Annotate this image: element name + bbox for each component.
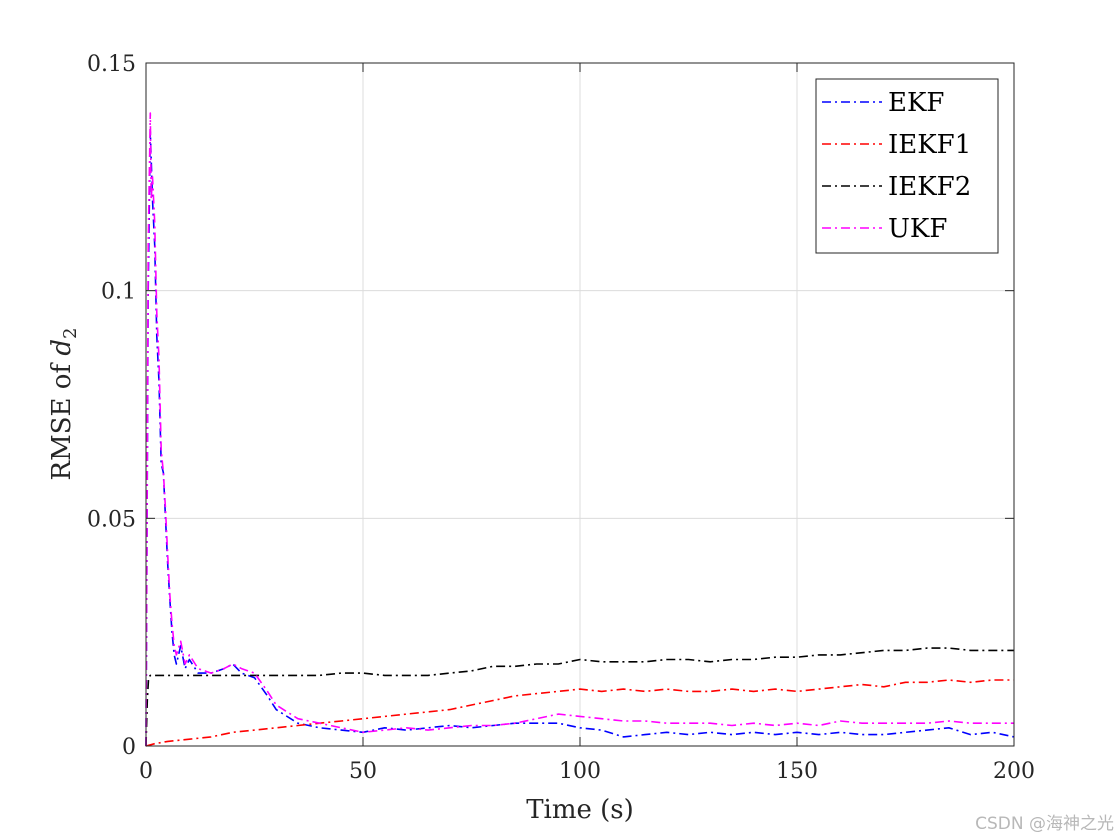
series-line-iekf1 xyxy=(145,679,1014,747)
axis-ticks: 0 50 100 150 200 0 0.05 0.1 0.15 xyxy=(87,52,1035,784)
x-tick-label: 100 xyxy=(559,759,601,784)
legend-label-iekf2: IEKF2 xyxy=(888,172,971,202)
series-lines xyxy=(145,112,1015,747)
y-tick-label: 0.05 xyxy=(87,507,136,532)
y-axis-title-var: d xyxy=(47,339,77,356)
x-axis-title: Time (s) xyxy=(526,795,634,825)
legend: EKF IEKF1 IEKF2 UKF xyxy=(815,78,999,254)
x-tick-label: 0 xyxy=(139,759,153,784)
y-axis-title: RMSE of d2 xyxy=(47,328,81,481)
legend-label-iekf1: IEKF1 xyxy=(888,130,971,160)
x-tick-label: 50 xyxy=(349,759,377,784)
x-tick-label: 150 xyxy=(776,759,818,784)
series-line-iekf2 xyxy=(145,647,1014,747)
legend-box xyxy=(815,78,999,254)
y-tick-label: 0.1 xyxy=(101,280,136,305)
legend-label-ukf: UKF xyxy=(888,214,947,244)
x-tick-label: 200 xyxy=(993,759,1035,784)
y-tick-label: 0 xyxy=(122,735,136,760)
y-axis-title-prefix: RMSE of xyxy=(47,356,77,481)
legend-label-ekf: EKF xyxy=(888,88,944,118)
y-tick-label: 0.15 xyxy=(87,52,136,77)
y-axis-title-sub: 2 xyxy=(60,328,81,339)
series-line-ukf xyxy=(145,112,1014,747)
watermark: CSDN @海神之光 xyxy=(975,814,1114,834)
